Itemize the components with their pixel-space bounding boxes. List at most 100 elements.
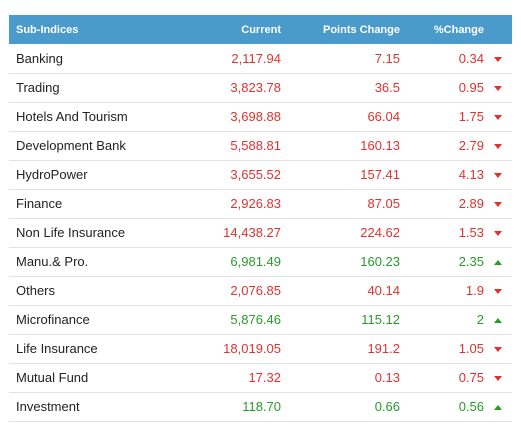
table-row[interactable]: Development Bank 5,588.81 160.13 2.79 [9,131,512,160]
table-row[interactable]: Others 2,076.85 40.14 1.9 [9,276,512,305]
points-change-value: 66.04 [367,109,400,124]
pct-change-value: 1.75 [458,109,484,124]
pct-change-value: 2.89 [458,196,484,211]
current-value: 3,823.78 [230,80,281,95]
trend-cell [484,102,512,131]
trend-cell [484,218,512,247]
sub-index-name[interactable]: Manu.& Pro. [16,254,89,269]
trend-cell [484,276,512,305]
sub-index-name[interactable]: Non Life Insurance [16,225,126,240]
points-change-value: 160.13 [360,138,400,153]
header-trend [484,15,512,44]
current-value: 5,588.81 [230,138,281,153]
pct-change-value: 1.53 [458,225,484,240]
points-change-value: 157.41 [360,167,400,182]
table-row[interactable]: Investment 118.70 0.66 0.56 [9,392,512,421]
trend-cell [484,44,512,73]
table-body: Banking 2,117.94 7.15 0.34 Trading 3,823.78 36… [9,44,512,421]
points-change-value: 115.12 [361,312,400,327]
header-pct-change[interactable]: %Change [433,23,484,36]
table-row[interactable]: Mutual Fund 17.32 0.13 0.75 [9,363,512,392]
pct-change-value: 2.79 [458,138,484,153]
sub-index-name[interactable]: Microfinance [16,312,90,327]
trend-cell [484,247,512,276]
sub-index-name[interactable]: Others [16,283,56,298]
sub-indices-table: Sub-Indices Current Points Change %Chang… [9,15,512,422]
table-row[interactable]: HydroPower 3,655.52 157.41 4.13 [9,160,512,189]
table-row[interactable]: Banking 2,117.94 7.15 0.34 [9,44,512,73]
sub-index-name[interactable]: Life Insurance [16,341,98,356]
triangle-up-icon [494,405,502,411]
trend-cell [484,131,512,160]
pct-change-value: 0.75 [458,370,484,385]
sub-index-name[interactable]: Development Bank [16,138,126,153]
triangle-down-icon [494,289,502,295]
table-row[interactable]: Trading 3,823.78 36.5 0.95 [9,73,512,102]
current-value: 2,117.94 [231,50,281,66]
points-change-value: 191.2 [367,341,400,356]
sub-index-name[interactable]: Banking [16,50,63,66]
points-change-value: 0.13 [374,370,400,385]
points-change-value: 87.05 [367,196,400,211]
current-value: 2,076.85 [230,283,281,298]
pct-change-value: 1.9 [465,283,484,298]
trend-cell [484,334,512,363]
triangle-up-icon [494,260,502,266]
trend-cell [484,363,512,392]
current-value: 17.32 [248,370,281,385]
triangle-down-icon [494,115,502,121]
current-value: 14,438.27 [223,225,281,240]
points-change-value: 0.66 [374,399,400,414]
pct-change-value: 2.35 [458,254,484,269]
table-row[interactable]: Non Life Insurance 14,438.27 224.62 1.53 [9,218,512,247]
current-value: 2,926.83 [230,196,281,211]
sub-index-name[interactable]: Mutual Fund [16,370,89,385]
trend-cell [484,160,512,189]
points-change-value: 36.5 [374,80,400,95]
triangle-up-icon [494,318,502,324]
current-value: 3,698.88 [230,109,281,124]
points-change-value: 40.14 [367,283,400,298]
triangle-down-icon [494,347,502,353]
current-value: 5,876.46 [230,312,281,327]
current-value: 118.70 [242,399,281,414]
current-value: 3,655.52 [230,167,281,182]
sub-index-name[interactable]: HydroPower [16,167,88,182]
triangle-down-icon [494,173,502,179]
pct-change-value: 0.56 [458,399,484,414]
points-change-value: 160.23 [360,254,400,269]
header-row: Sub-Indices Current Points Change %Chang… [9,15,512,44]
sub-index-name[interactable]: Finance [16,196,63,211]
triangle-down-icon [494,231,502,237]
points-change-value: 7.15 [374,50,400,66]
table-row[interactable]: Hotels And Tourism 3,698.88 66.04 1.75 [9,102,512,131]
header-points-change[interactable]: Points Change [322,23,400,36]
table-header: Sub-Indices Current Points Change %Chang… [9,15,512,44]
current-value: 18,019.05 [223,341,281,356]
table-row[interactable]: Manu.& Pro. 6,981.49 160.23 2.35 [9,247,512,276]
pct-change-value: 4.13 [458,167,484,182]
triangle-down-icon [494,56,502,62]
pct-change-value: 0.34 [458,50,484,66]
header-current[interactable]: Current [241,23,281,36]
sub-indices-table-container: Sub-Indices Current Points Change %Chang… [9,15,512,422]
pct-change-value: 1.05 [458,341,484,356]
triangle-down-icon [494,202,502,208]
current-value: 6,981.49 [230,254,281,269]
pct-change-value: 0.95 [458,80,484,95]
table-row[interactable]: Life Insurance 18,019.05 191.2 1.05 [9,334,512,363]
table-row[interactable]: Finance 2,926.83 87.05 2.89 [9,189,512,218]
trend-cell [484,73,512,102]
table-row[interactable]: Microfinance 5,876.46 115.12 2 [9,305,512,334]
triangle-down-icon [494,86,502,92]
trend-cell [484,305,512,334]
sub-index-name[interactable]: Hotels And Tourism [16,109,128,124]
sub-index-name[interactable]: Investment [16,399,80,414]
sub-index-name[interactable]: Trading [16,80,60,95]
points-change-value: 224.62 [360,225,400,240]
header-sub-indices[interactable]: Sub-Indices [16,23,79,36]
pct-change-value: 2 [476,312,484,327]
triangle-down-icon [494,376,502,382]
triangle-down-icon [494,144,502,150]
trend-cell [484,189,512,218]
